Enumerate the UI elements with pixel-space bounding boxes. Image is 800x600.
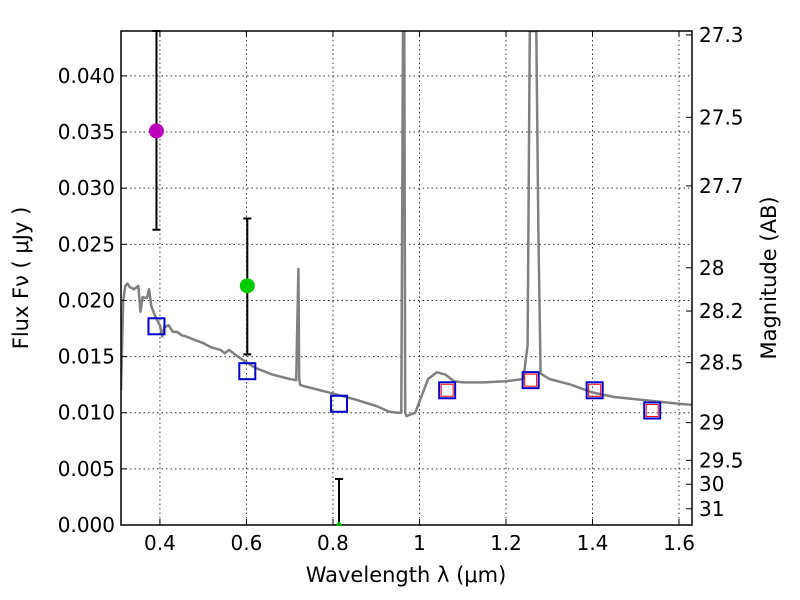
- mag-tick-label: 29.5: [699, 448, 744, 472]
- mag-tick-label: 29: [699, 411, 724, 435]
- markers: [147, 30, 662, 526]
- y-tick-label: 0.030: [58, 176, 115, 200]
- model-photometry-marker: [330, 394, 349, 413]
- upper-limit-marker: [335, 521, 344, 526]
- mag-tick-label: 27.7: [699, 174, 744, 198]
- y-tick-label: 0.025: [58, 232, 115, 256]
- observed-photometry-marker: [588, 383, 602, 397]
- y-tick-label: 0.020: [58, 288, 115, 312]
- observed-photometry-marker: [645, 403, 659, 417]
- x-tick-label: 1.2: [490, 531, 522, 555]
- mag-tick-label: 30: [699, 472, 724, 496]
- x-tick-label: 1.4: [577, 531, 609, 555]
- observed-photometry-marker: [524, 373, 538, 387]
- y-axis-title: Flux Fν ( μJy ): [9, 207, 33, 350]
- x-tick-label: 0.6: [231, 531, 263, 555]
- y-tick-label: 0.005: [58, 457, 115, 481]
- mag-tick-label: 31: [699, 497, 724, 521]
- mag-tick-label: 28.5: [699, 351, 744, 375]
- model-photometry-marker: [438, 381, 457, 400]
- x-tick-label: 0.4: [144, 531, 176, 555]
- mag-tick-label: 28.2: [699, 299, 744, 323]
- plot-frame: [120, 30, 693, 526]
- model-photometry-marker: [521, 371, 540, 390]
- detection-point: [239, 278, 255, 294]
- model-photometry-marker: [147, 317, 166, 336]
- observed-photometry-marker: [440, 383, 454, 397]
- x-axis-title: Wavelength λ (μm): [306, 563, 507, 587]
- right-axis-title: Magnitude (AB): [757, 196, 781, 359]
- model-photometry-marker: [643, 401, 662, 420]
- sed-model-line: [121, 31, 692, 418]
- mag-tick-label: 27.3: [699, 23, 744, 47]
- y-tick-label: 0.000: [58, 513, 115, 537]
- y-tick-label: 0.010: [58, 401, 115, 425]
- model-photometry-marker: [585, 381, 604, 400]
- x-tick-label: 0.8: [317, 531, 349, 555]
- y-tick-label: 0.040: [58, 64, 115, 88]
- x-tick-label: 1: [413, 531, 426, 555]
- plot-area: [121, 31, 692, 418]
- detection-point: [148, 123, 164, 139]
- grid: [121, 31, 692, 526]
- model-photometry-marker: [238, 362, 257, 381]
- y-tick-label: 0.035: [58, 120, 115, 144]
- ticks: 0.4 0.6 0.8 1 1.2 1.4 1.6 0.000 0.005 0.010 0.015 0…: [58, 23, 744, 555]
- mag-tick-label: 28: [699, 256, 724, 280]
- y-tick-label: 0.015: [58, 345, 115, 369]
- mag-tick-label: 27.5: [699, 105, 744, 129]
- x-tick-label: 1.6: [663, 531, 695, 555]
